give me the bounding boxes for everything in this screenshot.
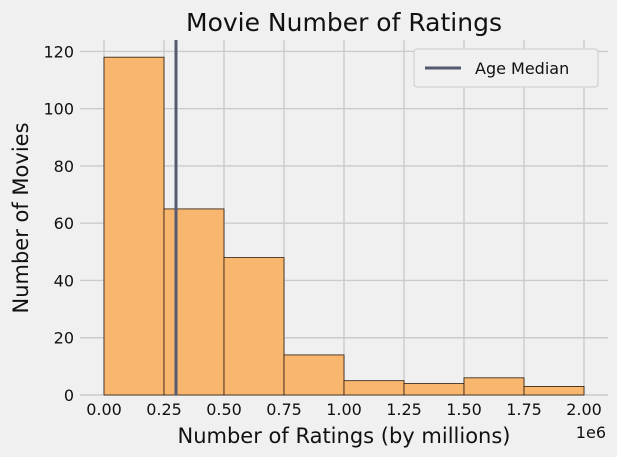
x-tick-label: 0.50 — [206, 400, 242, 419]
x-tick-label: 1.50 — [446, 400, 482, 419]
histogram-bar-2 — [223, 257, 285, 396]
y-axis-label: Number of Movies — [9, 122, 33, 313]
y-tick-label: 40 — [54, 271, 74, 290]
y-tick-label: 120 — [43, 42, 74, 61]
histogram-bar-3 — [283, 354, 345, 396]
histogram-bar-4 — [343, 380, 405, 396]
x-tick-label: 0.25 — [146, 400, 182, 419]
y-tick-label: 0 — [64, 386, 74, 405]
histogram-bar-1 — [163, 208, 225, 396]
legend-box — [413, 48, 599, 88]
x-axis-offset-label: 1e6 — [576, 423, 606, 442]
y-axis-ticks: 0 20 40 60 80 100 120 — [43, 42, 74, 405]
histogram-bar-7 — [523, 386, 585, 396]
x-tick-label: 2.00 — [566, 400, 602, 419]
x-tick-label: 0.75 — [266, 400, 302, 419]
legend: Age Median — [413, 48, 599, 88]
x-tick-label: 0.00 — [86, 400, 122, 419]
chart-title: Movie Number of Ratings — [186, 8, 502, 37]
histogram-bar-0 — [103, 56, 165, 396]
y-tick-label: 60 — [54, 214, 74, 233]
x-tick-label: 1.00 — [326, 400, 362, 419]
x-axis-label: Number of Ratings (by millions) — [178, 424, 511, 448]
histogram-bar-5 — [403, 383, 465, 396]
y-tick-label: 100 — [43, 100, 74, 119]
y-tick-label: 20 — [54, 329, 74, 348]
legend-label: Age Median — [475, 59, 569, 78]
histogram-bar-6 — [463, 377, 525, 396]
histogram-bars — [103, 56, 585, 396]
x-axis-ticks: 0.00 0.25 0.50 0.75 1.00 1.25 1.50 1.75 2.00 — [86, 400, 602, 419]
x-tick-label: 1.25 — [386, 400, 422, 419]
x-tick-label: 1.75 — [506, 400, 542, 419]
y-tick-label: 80 — [54, 157, 74, 176]
